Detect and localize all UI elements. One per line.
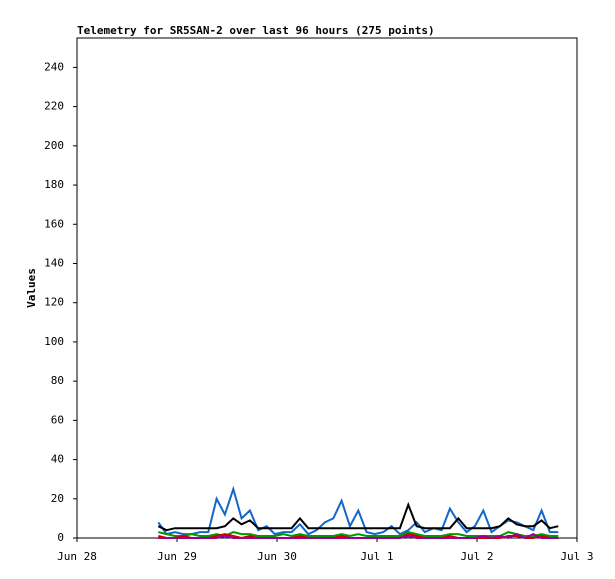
y-tick-label: 200 — [44, 139, 64, 152]
y-tick-label: 220 — [44, 100, 64, 113]
y-tick-label: 100 — [44, 335, 64, 348]
y-tick-label: 0 — [57, 531, 64, 544]
series-line — [157, 501, 559, 532]
x-tick-label: Jul 1 — [360, 550, 393, 563]
series-line — [157, 485, 559, 536]
chart-title: Telemetry for SR5SAN-2 over last 96 hour… — [77, 24, 435, 37]
x-tick-label: Jun 30 — [257, 550, 297, 563]
x-tick-label: Jul 2 — [460, 550, 493, 563]
y-tick-label: 60 — [51, 413, 64, 426]
y-tick-label: 160 — [44, 217, 64, 230]
x-tick-label: Jul 3 — [560, 550, 593, 563]
y-tick-label: 180 — [44, 178, 64, 191]
series-line — [158, 532, 559, 540]
x-tick-label: Jun 28 — [57, 550, 97, 563]
y-tick-label: 240 — [44, 60, 64, 73]
y-tick-label: 140 — [44, 256, 64, 269]
y-tick-label: 120 — [44, 296, 64, 309]
y-axis-label: Values — [25, 268, 38, 308]
x-tick-label: Jun 29 — [157, 550, 197, 563]
y-tick-label: 20 — [51, 492, 64, 505]
y-tick-label: 40 — [51, 453, 64, 466]
y-tick-label: 80 — [51, 374, 64, 387]
